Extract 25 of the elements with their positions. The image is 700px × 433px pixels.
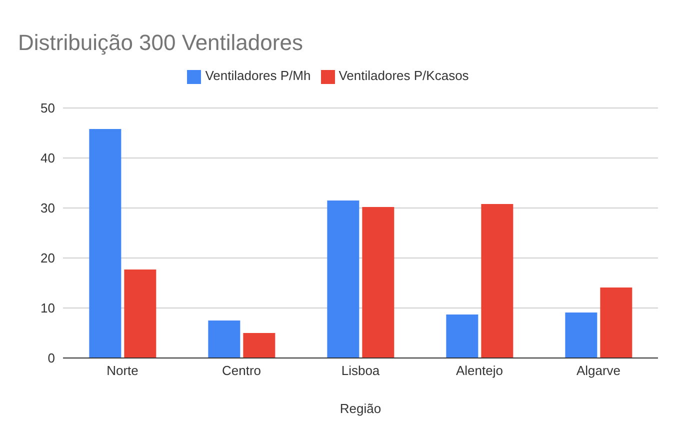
x-axis-title: Região [340,401,382,416]
chart-title: Distribuição 300 Ventiladores [18,30,303,56]
bar [327,200,360,358]
bar [208,320,240,358]
y-tick-label: 40 [40,150,55,166]
bar [124,270,156,358]
y-tick-label: 30 [40,200,55,216]
legend-label: Ventiladores P/Kcasos [338,68,469,83]
legend-label: Ventiladores P/Mh [205,68,311,83]
x-tick-label: Centro [222,363,262,378]
bar [89,129,122,358]
bar [446,314,478,358]
y-tick-label: 10 [40,300,55,316]
y-tick-label: 0 [48,350,55,366]
bar [565,312,598,358]
bar [481,204,514,358]
bar [600,288,632,358]
x-tick-label: Lisboa [341,363,380,378]
bar [243,333,276,358]
x-tick-label: Norte [106,363,138,378]
x-tick-label: Algarve [576,363,621,378]
y-tick-label: 20 [40,250,55,266]
x-tick-label: Alentejo [456,363,503,378]
y-tick-label: 50 [40,100,55,116]
bar [362,207,394,358]
